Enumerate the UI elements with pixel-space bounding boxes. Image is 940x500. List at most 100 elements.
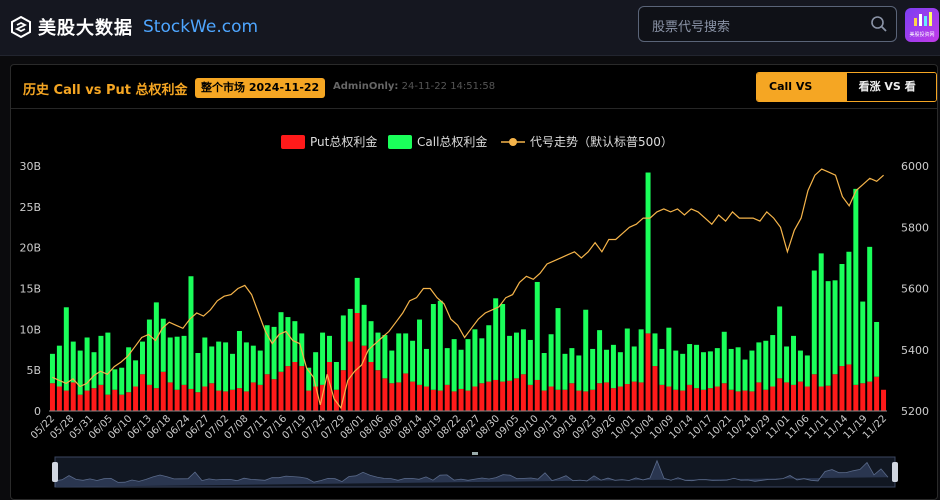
put-bar: [555, 389, 561, 411]
call-bar: [853, 188, 859, 385]
put-bar: [333, 389, 339, 411]
premium-chart: Put总权利金 Call总权利金 代号走势（默认标普500） 0 5B 10B 15B 20B…: [19, 134, 929, 488]
call-bar: [458, 349, 464, 389]
call-bar: [320, 332, 326, 385]
zoom-handle-left[interactable]: [52, 462, 58, 482]
chart-panel: 历史 Call vs Put 总权利金 整个市场 2024-11-22 Admi…: [10, 64, 938, 500]
call-bar: [874, 321, 880, 377]
put-bar: [680, 390, 686, 411]
put-bar: [153, 388, 159, 411]
call-bar: [687, 344, 693, 385]
put-bar: [728, 389, 734, 411]
put-bar: [313, 386, 319, 411]
call-bar: [216, 341, 222, 391]
search-icon[interactable]: [870, 15, 888, 33]
call-bar: [112, 369, 118, 390]
call-bar: [250, 345, 256, 383]
call-bar: [638, 329, 644, 383]
call-bar: [832, 280, 838, 375]
tab-bull-vs-bear[interactable]: 看涨 VS 看跌: [846, 73, 936, 101]
call-bar: [631, 346, 637, 382]
call-bar: [396, 333, 402, 383]
put-bar: [541, 390, 547, 411]
site-name: StockWe.com: [143, 17, 259, 37]
put-bar: [257, 384, 263, 411]
logo-icon: [11, 16, 31, 38]
put-bar: [590, 389, 596, 411]
put-bar: [368, 362, 374, 411]
put-bar: [140, 374, 145, 411]
call-bar: [784, 346, 790, 383]
call-bar: [604, 349, 610, 383]
call-bar: [548, 334, 554, 387]
search-placeholder: 股票代号搜索: [652, 20, 731, 35]
put-bar: [70, 382, 76, 411]
put-bar: [777, 378, 783, 411]
app-badge-label: 美股投资网: [909, 32, 935, 38]
put-bar: [306, 390, 312, 411]
call-bar: [673, 350, 679, 390]
put-bar: [146, 384, 152, 411]
put-bar: [119, 394, 125, 411]
put-bar: [98, 384, 104, 411]
put-bar: [839, 366, 845, 411]
app-badge[interactable]: 美股投资网: [905, 8, 939, 42]
put-bar: [652, 366, 658, 411]
call-bar: [49, 353, 55, 384]
zoom-grip[interactable]: [472, 452, 478, 455]
call-bar: [188, 276, 194, 389]
tab-call-vs-put[interactable]: Call VS Put: [757, 73, 847, 101]
put-bar: [500, 381, 506, 411]
put-bar: [181, 384, 187, 411]
call-bar: [285, 317, 291, 367]
put-bar: [770, 386, 776, 411]
put-bar: [694, 388, 700, 411]
call-bar: [417, 319, 423, 385]
call-bar: [313, 352, 319, 387]
put-bar: [610, 388, 616, 411]
call-bar: [555, 308, 561, 390]
put-bar: [417, 384, 423, 411]
call-bar: [146, 319, 152, 385]
put-bar: [714, 386, 720, 411]
call-bar: [610, 344, 616, 389]
zoom-handle-right[interactable]: [892, 462, 898, 482]
put-bar: [209, 383, 215, 411]
panel-header: 历史 Call vs Put 总权利金 整个市场 2024-11-22 Admi…: [11, 65, 937, 109]
call-bar: [520, 329, 526, 375]
call-bar: [714, 348, 720, 387]
call-bar: [486, 325, 492, 382]
put-bar: [223, 391, 229, 411]
call-bar: [590, 348, 596, 390]
put-bar: [56, 386, 62, 411]
put-bar: [278, 371, 284, 411]
call-bar: [659, 348, 665, 385]
put-bar: [617, 386, 623, 411]
put-bar: [597, 383, 603, 411]
put-bar: [700, 389, 706, 411]
put-bar: [707, 388, 713, 411]
call-bar: [153, 302, 159, 389]
call-bar: [472, 329, 478, 387]
call-bar: [368, 321, 374, 362]
put-bar: [126, 392, 132, 411]
put-bar: [486, 381, 492, 411]
logo[interactable]: 美股大数据 StockWe.com: [10, 14, 258, 40]
put-bar: [167, 382, 173, 411]
call-bar: [140, 341, 145, 375]
y-left-tick: 5B: [26, 364, 41, 377]
search-input[interactable]: 股票代号搜索: [638, 6, 897, 42]
zoom-preview: [54, 459, 889, 487]
call-bar: [465, 339, 471, 391]
put-bar: [458, 388, 464, 411]
put-bar: [340, 370, 346, 411]
call-bar: [105, 332, 111, 395]
call-bar: [728, 348, 734, 390]
put-bar: [437, 390, 443, 411]
call-bar: [230, 353, 236, 390]
call-bar: [825, 281, 831, 386]
legend-swatch-put: [281, 135, 305, 149]
put-bar: [292, 362, 298, 411]
call-bar: [534, 281, 540, 380]
y-left-tick: 0: [34, 405, 41, 418]
